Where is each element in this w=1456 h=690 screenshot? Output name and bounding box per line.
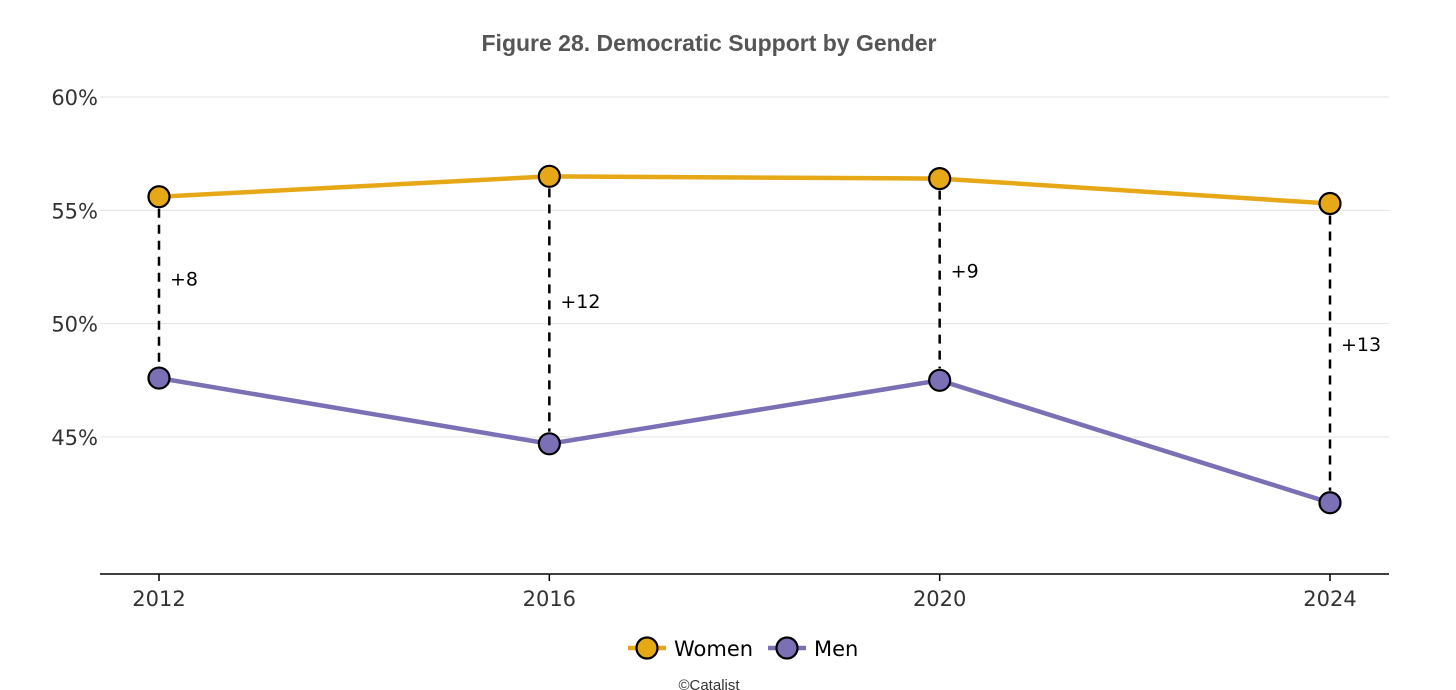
data-point-women-2012 xyxy=(147,185,171,209)
gap-label-2016: +12 xyxy=(560,291,600,313)
series-line-women xyxy=(158,174,1331,206)
data-point-women-2024 xyxy=(1318,191,1342,216)
data-point-women-2016 xyxy=(537,164,561,188)
y-tick-label-45: 45% xyxy=(51,426,98,450)
legend-label-men: Men xyxy=(814,637,858,661)
gridlines xyxy=(100,96,1389,438)
y-tick-label-60: 60% xyxy=(51,86,98,110)
y-axis-ticks: 45% 50% 55% 60% xyxy=(51,86,98,450)
x-tick-label-2024: 2024 xyxy=(1303,587,1356,611)
series xyxy=(147,164,1342,515)
data-point-men-2020 xyxy=(928,368,952,392)
gap-annotations: +8 +12 +9 +13 xyxy=(157,188,1381,491)
x-tick-label-2020: 2020 xyxy=(913,587,966,611)
x-tick-label-2012: 2012 xyxy=(132,587,185,611)
gap-label-2024: +13 xyxy=(1341,334,1381,356)
gap-label-2012: +8 xyxy=(170,268,198,290)
series-line-men xyxy=(158,375,1331,505)
legend: Women Men xyxy=(628,636,858,661)
y-tick-label-55: 55% xyxy=(51,199,98,223)
y-tick-label-50: 50% xyxy=(51,313,98,337)
data-point-men-2012 xyxy=(147,366,171,390)
data-point-men-2016 xyxy=(537,432,561,456)
credit: ©Catalist xyxy=(678,677,740,690)
data-point-women-2020 xyxy=(928,167,952,191)
gap-label-2020: +9 xyxy=(951,260,979,282)
chart-title: Figure 28. Democratic Support by Gender xyxy=(482,30,937,56)
legend-label-women: Women xyxy=(674,637,753,661)
legend-marker-men xyxy=(775,636,799,660)
legend-marker-women xyxy=(635,636,659,660)
data-point-men-2024 xyxy=(1318,491,1342,515)
x-tick-label-2016: 2016 xyxy=(523,587,576,611)
x-axis-ticks: 2012 2016 2020 2024 xyxy=(132,574,1357,611)
